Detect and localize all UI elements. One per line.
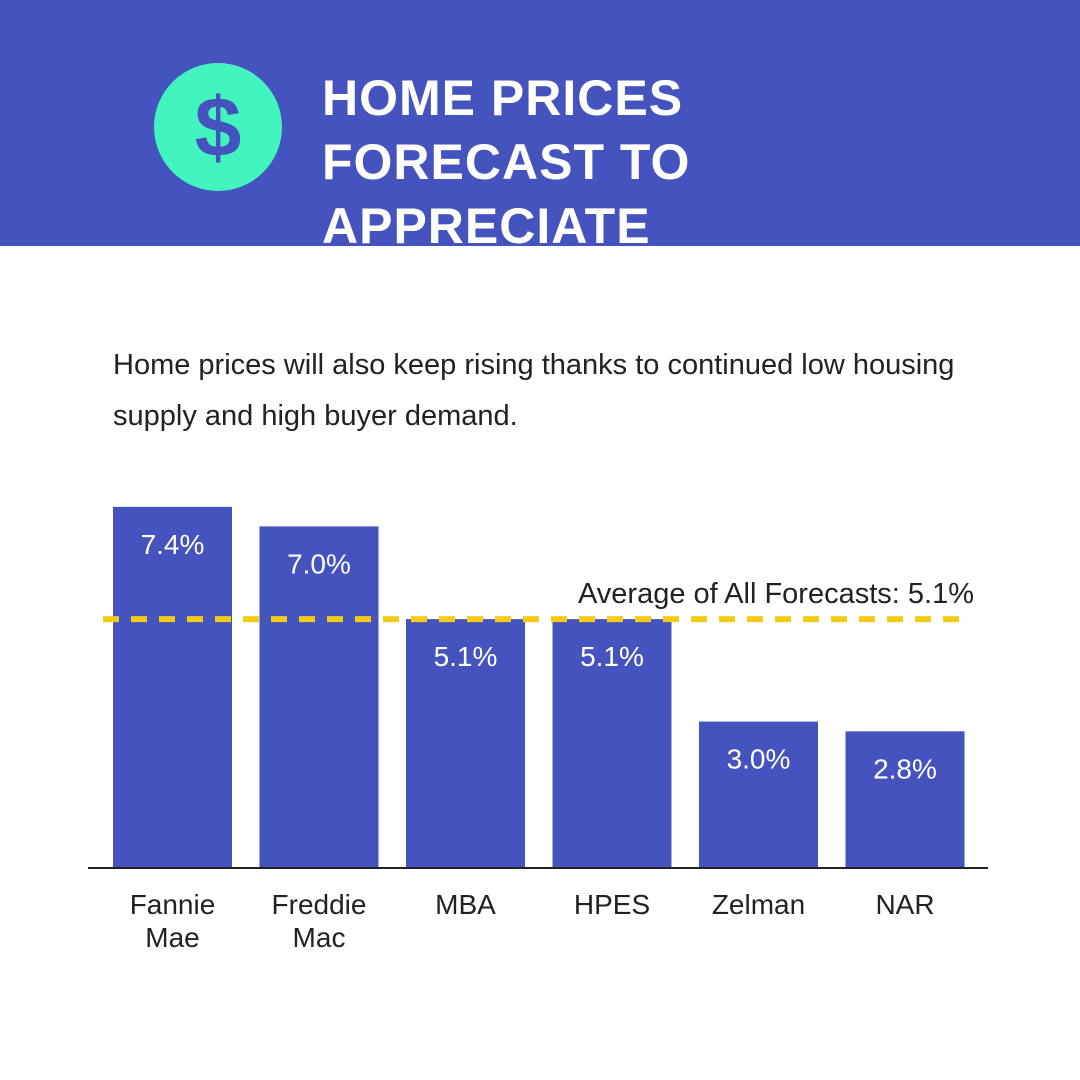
- subtitle: Home prices will also keep rising thanks…: [113, 349, 955, 432]
- x-tick-label: MBA: [435, 889, 496, 920]
- value-label: 3.0%: [727, 744, 791, 775]
- x-tick-label: HPES: [573, 889, 651, 920]
- value-label: 5.1%: [434, 641, 498, 672]
- bar: [406, 619, 525, 868]
- x-tick-label: NAR: [875, 889, 935, 920]
- title: HOME PRICES FORECAST TO APPRECIATE: [322, 70, 691, 254]
- bar: [259, 526, 379, 868]
- value-label: 7.4%: [141, 529, 205, 560]
- bar: [699, 721, 818, 868]
- x-tick-label: Freddie Mac: [271, 889, 367, 953]
- dollar-icon: $: [154, 63, 282, 191]
- value-label: 5.1%: [580, 641, 644, 672]
- bar: [845, 731, 965, 868]
- bar: [113, 506, 232, 868]
- value-label: 7.0%: [287, 548, 351, 579]
- x-tick-label: Fannie Mae: [129, 889, 216, 953]
- x-tick-label: Zelman: [711, 889, 806, 920]
- bar: [552, 619, 672, 868]
- value-label: 2.8%: [873, 753, 937, 784]
- average-label: Average of All Forecasts: 5.1%: [578, 578, 974, 610]
